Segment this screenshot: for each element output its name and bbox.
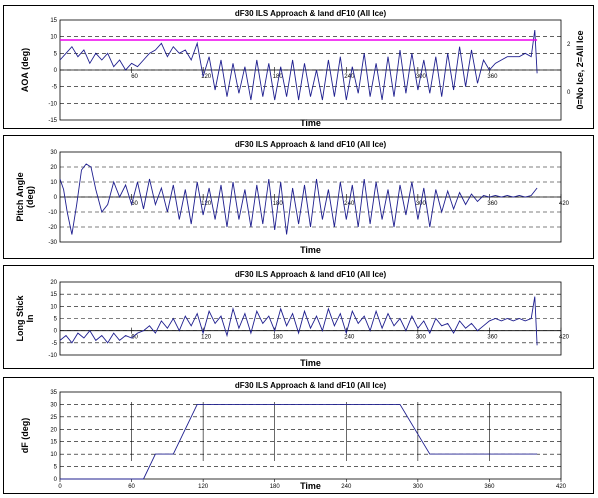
chart2-x-tick-label: 240 bbox=[344, 201, 355, 207]
chart2-series-line bbox=[59, 163, 538, 235]
chart2-y-axis-label: Pitch Angle(deg) bbox=[15, 172, 35, 221]
chart3-y-tick-label: 15 bbox=[50, 292, 57, 298]
flap-deflection-chart-panel: 35 30 25 20 15 10 5 0 0 60 120 180 240 300 360 420 dF30 … bbox=[3, 377, 594, 494]
chart2-y-tick-label: -30 bbox=[48, 240, 57, 246]
chart2-y-tick-label: 30 bbox=[50, 150, 57, 156]
chart2-y-tick-label: 20 bbox=[50, 165, 57, 171]
chart4-y-axis-label: dF (deg) bbox=[20, 418, 30, 454]
chart4-y-tick-label: 35 bbox=[50, 390, 57, 396]
chart1-y-tick-label: -10 bbox=[48, 101, 57, 107]
chart1-y-tick-label: 0 bbox=[54, 68, 58, 74]
chart1-series-line bbox=[59, 29, 538, 101]
chart2-x-tick-label: 360 bbox=[487, 201, 498, 207]
chart3-x-tick-label: 420 bbox=[559, 335, 570, 341]
aoa-chart-panel: 15 10 5 0 -5 -10 -15 60 120 180 240 300 360 dF30 ILS … bbox=[3, 5, 594, 129]
chart3-title: dF30 ILS Approach & land dF10 (All Ice) bbox=[235, 270, 387, 279]
chart4-y-tick-label: 10 bbox=[50, 452, 57, 458]
chart3-y-tick-label: 0 bbox=[54, 329, 58, 335]
chart3-x-tick-label: 180 bbox=[273, 335, 284, 341]
aoa-chart: 15 10 5 0 -5 -10 -15 60 120 180 240 300 360 dF30 ILS … bbox=[20, 9, 585, 128]
chart4-title: dF30 ILS Approach & land dF10 (All Ice) bbox=[235, 381, 387, 390]
chart2-x-tick-label: 420 bbox=[559, 201, 570, 207]
chart2-x-tick-label: 60 bbox=[131, 201, 138, 207]
chart3-x-tick-label: 360 bbox=[487, 335, 498, 341]
chart4-y-tick-label: 25 bbox=[50, 415, 57, 421]
chart1-y2-tick-label: 2 bbox=[567, 42, 571, 48]
chart3-plot-area bbox=[59, 281, 562, 356]
chart1-title: dF30 ILS Approach & land dF10 (All Ice) bbox=[235, 9, 387, 18]
pitch-angle-chart-panel: 30 20 10 0 -10 -20 -30 60 120 180 240 300 360 420 dF30… bbox=[3, 135, 594, 259]
chart2-y-tick-label: -20 bbox=[48, 225, 57, 231]
chart4-x-tick-label: 60 bbox=[128, 484, 135, 490]
chart2-y-tick-label: 10 bbox=[50, 180, 57, 186]
chart1-y-axis-label: AOA (deg) bbox=[20, 48, 30, 92]
chart1-y2-axis-label: 0=No Ice, 2=All Ice bbox=[575, 30, 585, 109]
chart2-y-tick-label: -10 bbox=[48, 210, 57, 216]
chart3-y-tick-label: 20 bbox=[50, 280, 57, 286]
chart1-y2-tick-label: 0 bbox=[567, 90, 571, 96]
chart4-y-tick-label: 15 bbox=[50, 440, 57, 446]
chart1-x-tick-label: 300 bbox=[416, 74, 427, 80]
chart1-y-tick-label: 10 bbox=[50, 35, 57, 41]
chart4-x-tick-label: 240 bbox=[341, 484, 352, 490]
chart1-x-axis-label: Time bbox=[300, 118, 321, 128]
chart1-x-tick-label: 180 bbox=[273, 74, 284, 80]
chart3-y-tick-label: 5 bbox=[54, 317, 58, 323]
long-stick-chart-panel: 20 15 10 5 0 -5 -10 60 120 180 240 300 360 420 dF30 IL… bbox=[3, 265, 594, 369]
chart2-x-tick-label: 120 bbox=[201, 201, 212, 207]
chart3-x-tick-label: 240 bbox=[344, 335, 355, 341]
chart3-x-tick-label: 60 bbox=[131, 335, 138, 341]
chart4-y-tick-label: 0 bbox=[54, 477, 58, 483]
chart4-y-tick-label: 5 bbox=[54, 465, 58, 471]
chart4-x-tick-label: 360 bbox=[484, 484, 495, 490]
chart4-x-tick-label: 420 bbox=[556, 484, 567, 490]
chart4-y-tick-label: 30 bbox=[50, 402, 57, 408]
chart3-y-axis-label: Long StickIn bbox=[15, 295, 35, 342]
chart3-y-tick-label: -5 bbox=[52, 341, 58, 347]
chart2-x-axis-label: Time bbox=[300, 245, 321, 255]
chart1-y-tick-label: -5 bbox=[52, 85, 58, 91]
chart3-x-tick-label: 300 bbox=[416, 335, 427, 341]
chart1-x-tick-label: 360 bbox=[487, 74, 498, 80]
chart3-x-tick-label: 120 bbox=[201, 335, 212, 341]
chart4-y-tick-label: 20 bbox=[50, 427, 57, 433]
chart1-x-tick-label: 60 bbox=[131, 74, 138, 80]
long-stick-chart: 20 15 10 5 0 -5 -10 60 120 180 240 300 360 420 dF30 IL… bbox=[15, 270, 570, 368]
chart4-x-axis-label: Time bbox=[300, 481, 321, 491]
chart2-y-tick-label: 0 bbox=[54, 195, 58, 201]
flap-deflection-chart: 35 30 25 20 15 10 5 00 60 120 180 240 300 360 420 dF30 … bbox=[20, 381, 567, 491]
chart4-series-line bbox=[60, 403, 538, 480]
chart4-x-tick-label: 300 bbox=[413, 484, 424, 490]
chart2-title: dF30 ILS Approach & land dF10 (All Ice) bbox=[235, 140, 387, 149]
chart3-y-tick-label: -10 bbox=[48, 353, 57, 359]
chart1-x-tick-label: 120 bbox=[201, 74, 212, 80]
chart4-x-tick-label: 0 bbox=[58, 484, 62, 490]
chart4-plot-area bbox=[59, 391, 562, 480]
chart4-x-tick-label: 120 bbox=[198, 484, 209, 490]
chart3-y-tick-label: 10 bbox=[50, 304, 57, 310]
chart1-x-tick-label: 240 bbox=[344, 74, 355, 80]
chart1-y-tick-label: -15 bbox=[48, 118, 57, 124]
chart3-x-axis-label: Time bbox=[300, 358, 321, 368]
chart1-y-tick-label: 5 bbox=[54, 51, 58, 57]
chart4-x-tick-label: 180 bbox=[270, 484, 281, 490]
chart3-series-line bbox=[59, 296, 538, 346]
chart1-y-tick-label: 15 bbox=[50, 18, 57, 24]
